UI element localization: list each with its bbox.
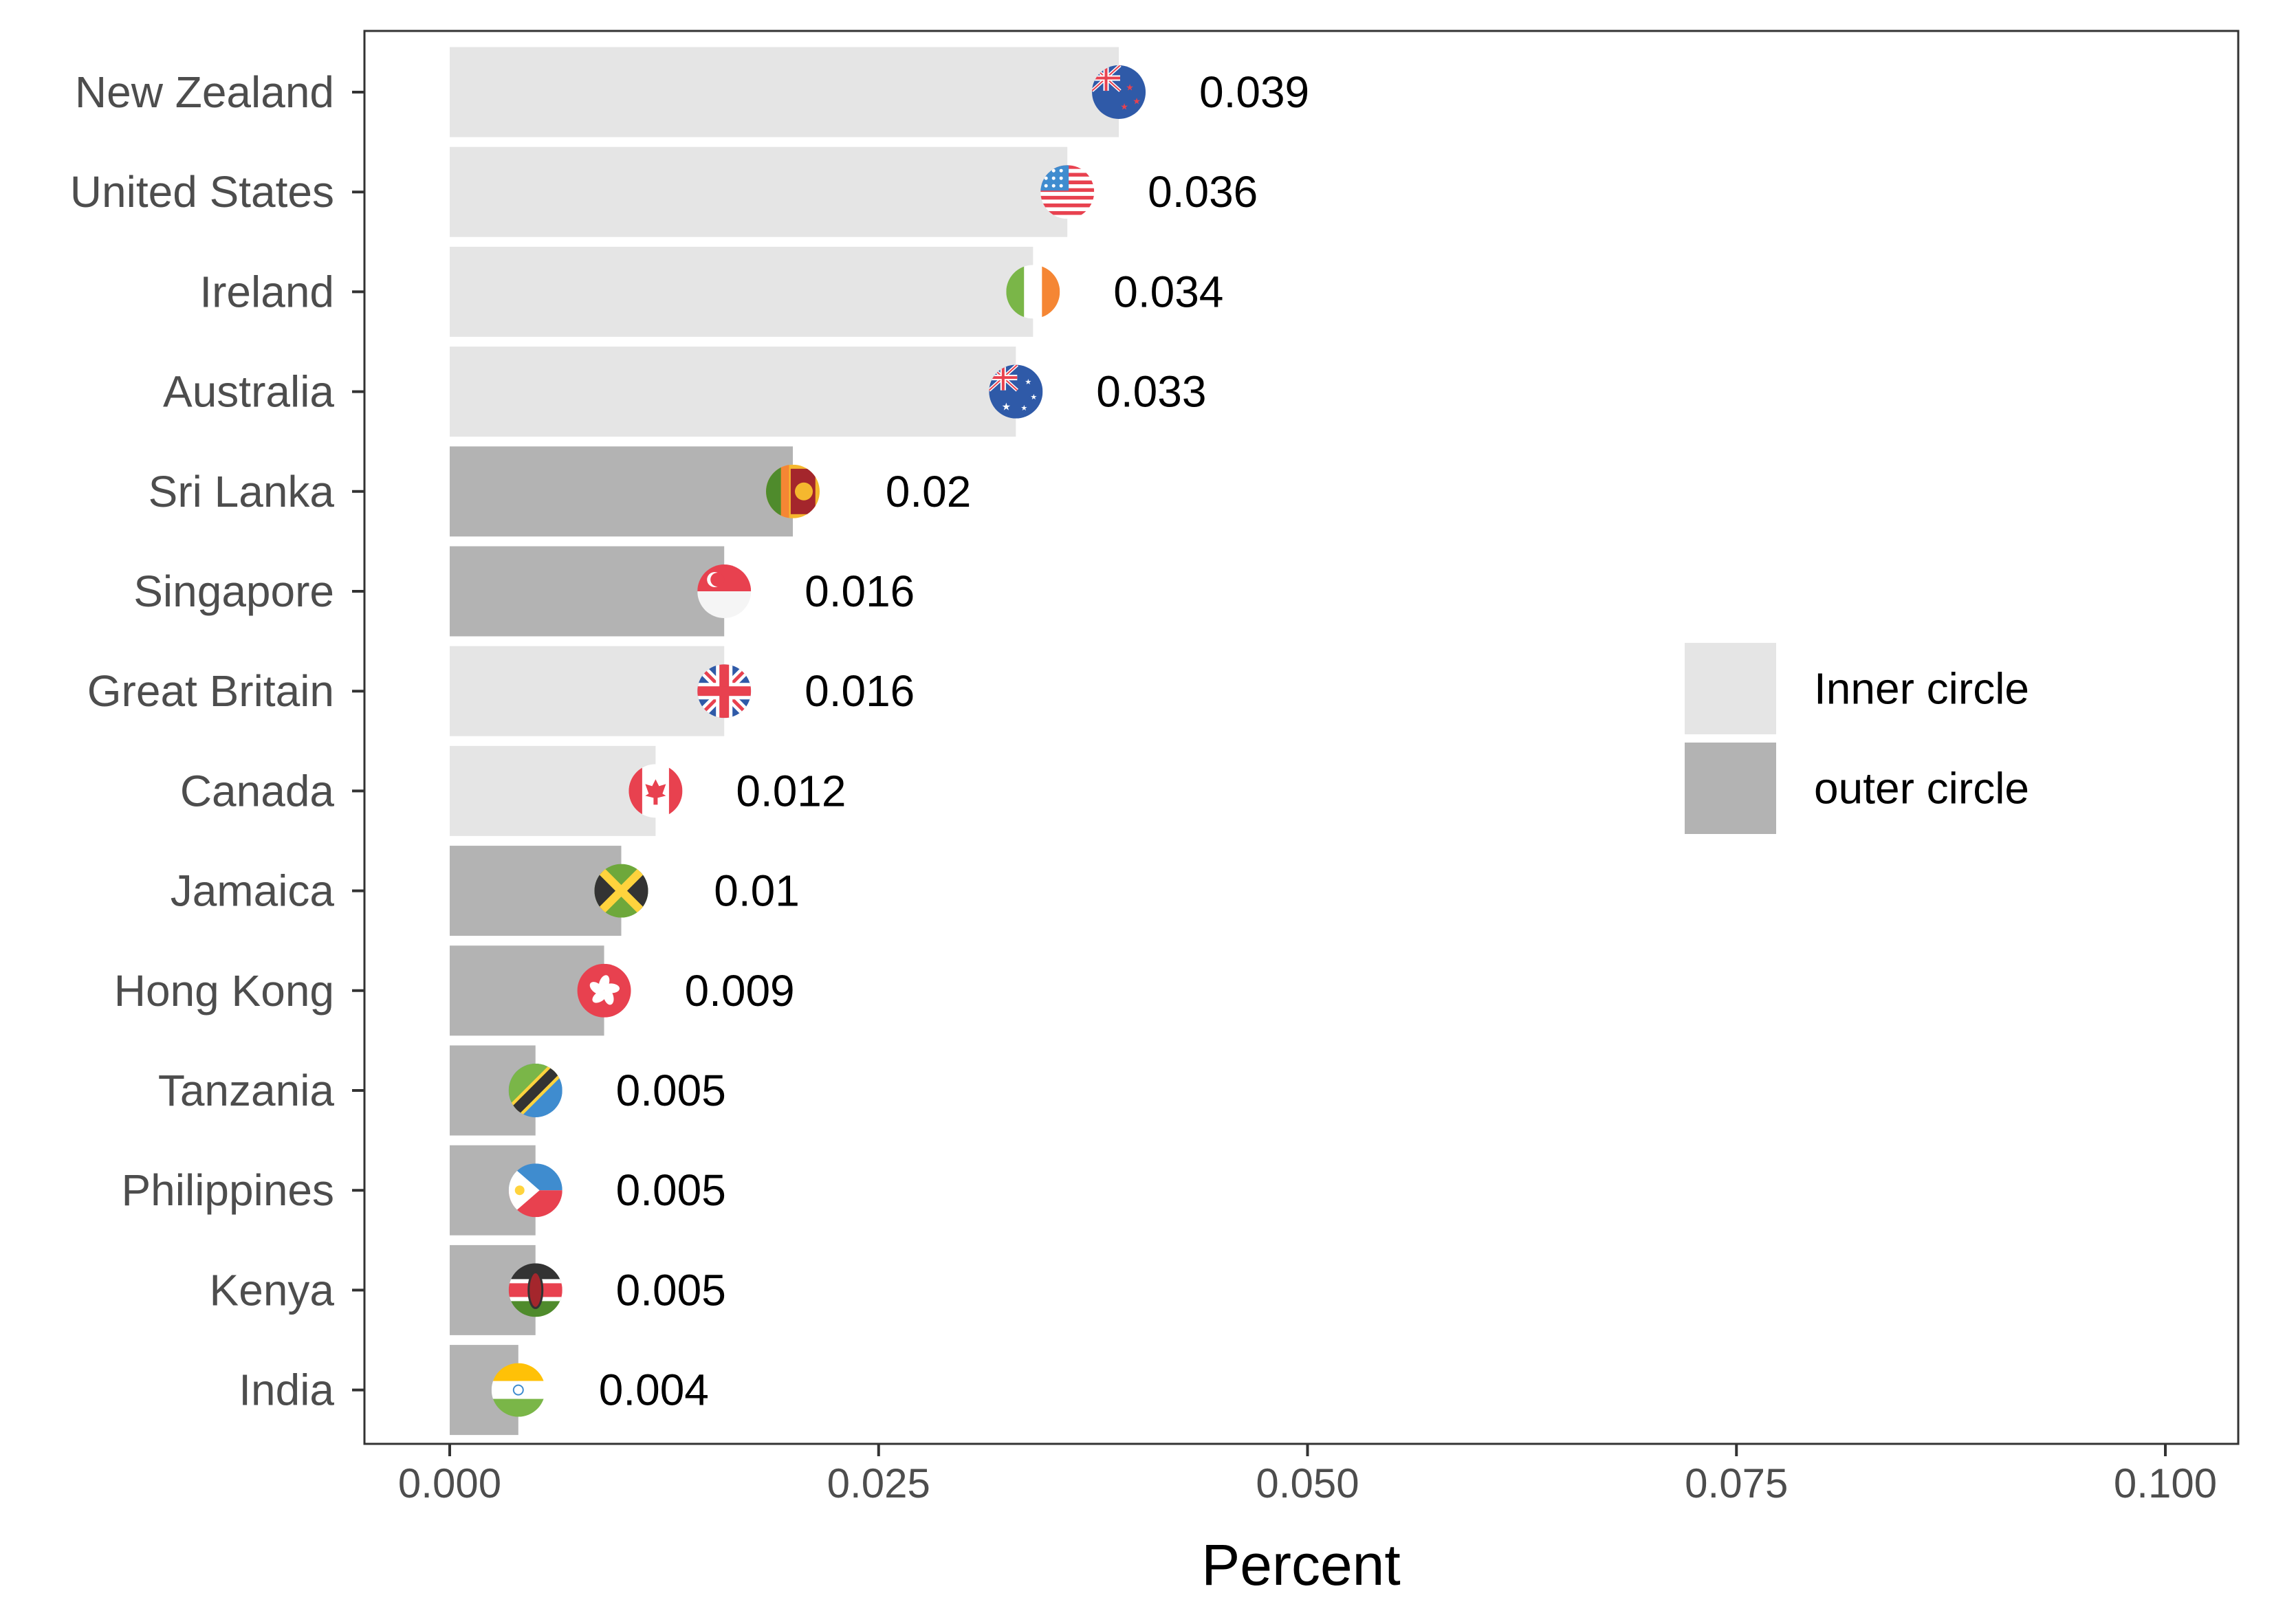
svg-text:★: ★ [1002, 401, 1011, 413]
data-label: 0.01 [714, 866, 800, 916]
x-axis: 0.000 0.025 0.050 0.075 0.100 [398, 1444, 2217, 1506]
x-tick-label: 0.050 [1256, 1460, 1359, 1506]
canada-flag-icon [628, 764, 683, 818]
data-label: 0.033 [1096, 367, 1206, 417]
ireland-flag-icon [1006, 265, 1060, 319]
data-label: 0.005 [616, 1165, 726, 1215]
bar [450, 446, 793, 537]
philippines-flag-icon [508, 1163, 562, 1218]
hong-kong-flag-icon [577, 963, 631, 1018]
y-tick-label: New Zealand [75, 67, 334, 117]
data-label: 0.034 [1113, 267, 1223, 316]
data-label: 0.016 [805, 666, 915, 716]
y-tick-label: Kenya [210, 1265, 335, 1315]
great-britain-flag-icon [697, 664, 752, 718]
data-label: 0.004 [599, 1365, 709, 1415]
y-tick-label: United States [70, 167, 334, 217]
legend: Inner circle outer circle [1685, 643, 2029, 834]
x-tick-label: 0.075 [1685, 1460, 1788, 1506]
bars-layer [450, 47, 1119, 1436]
new-zealand-flag-icon: ★ ★ ★ [1092, 65, 1146, 119]
y-tick-label: Tanzania [158, 1066, 335, 1115]
data-label: 0.009 [684, 966, 794, 1016]
y-tick-label: Hong Kong [114, 966, 334, 1016]
data-label: 0.039 [1199, 67, 1309, 117]
bar [450, 246, 1034, 337]
legend-key [1685, 743, 1776, 834]
australia-flag-icon: ★★★★ [989, 364, 1043, 419]
kenya-flag-icon [508, 1263, 562, 1317]
legend-key [1685, 643, 1776, 734]
bar [450, 646, 725, 736]
y-tick-label: Australia [163, 367, 334, 417]
legend-item: outer circle [1685, 743, 2029, 834]
y-tick-label: Sri Lanka [149, 467, 335, 516]
x-tick-label: 0.000 [398, 1460, 501, 1506]
y-tick-label: India [239, 1365, 334, 1415]
bar [450, 846, 622, 936]
y-tick-label: Singapore [133, 567, 334, 616]
data-labels-layer: 0.039 0.036 0.034 0.033 0.02 0.016 0.016 0.012 0… [599, 67, 1309, 1415]
united-states-flag-icon [1040, 165, 1095, 219]
data-label: 0.036 [1148, 167, 1258, 217]
data-label: 0.005 [616, 1066, 726, 1115]
plot-panel-border [363, 30, 2240, 1445]
data-label: 0.016 [805, 567, 915, 616]
data-label: 0.005 [616, 1265, 726, 1315]
bar [450, 146, 1068, 237]
x-tick-label: 0.025 [827, 1460, 930, 1506]
sri-lanka-flag-icon [766, 464, 820, 518]
y-tick-label: Ireland [199, 267, 334, 316]
jamaica-flag-icon [594, 864, 648, 918]
bar [450, 745, 656, 836]
x-axis-title: Percent [1201, 1533, 1401, 1597]
svg-text:★: ★ [1120, 102, 1128, 113]
svg-text:★: ★ [1133, 97, 1141, 107]
svg-text:★: ★ [1126, 83, 1134, 94]
y-tick-label: Canada [180, 766, 335, 815]
y-tick-label: Great Britain [87, 666, 334, 716]
data-label: 0.02 [886, 467, 972, 516]
bar [450, 47, 1119, 138]
y-tick-label: Jamaica [171, 866, 335, 916]
svg-text:★: ★ [1030, 393, 1037, 402]
legend-item: Inner circle [1685, 643, 2029, 734]
x-tick-label: 0.100 [2114, 1460, 2217, 1506]
svg-text:★: ★ [1020, 404, 1027, 413]
bar [450, 347, 1016, 437]
bar [450, 546, 725, 637]
data-label: 0.012 [736, 766, 846, 815]
tanzania-flag-icon [508, 1064, 562, 1117]
singapore-flag-icon [697, 564, 752, 618]
legend-label: outer circle [1814, 764, 2029, 813]
india-flag-icon [491, 1363, 545, 1417]
legend-label: Inner circle [1814, 664, 2029, 714]
flags-layer: ★★★★★★★ [491, 65, 1146, 1417]
svg-text:★: ★ [1025, 377, 1031, 386]
y-tick-label: Philippines [121, 1165, 334, 1215]
y-axis: New Zealand United States Ireland Australia… [70, 67, 364, 1415]
